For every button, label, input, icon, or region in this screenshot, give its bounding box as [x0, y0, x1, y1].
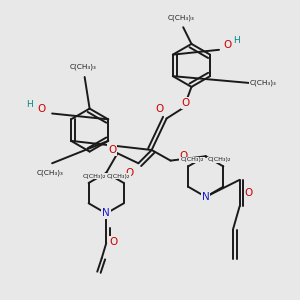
Text: O: O: [180, 151, 188, 161]
Text: N: N: [102, 208, 110, 218]
Text: O: O: [224, 40, 232, 50]
Text: C(CH₃)₃: C(CH₃)₃: [70, 64, 96, 70]
Text: O: O: [245, 188, 253, 198]
Text: C(CH₃)₂: C(CH₃)₂: [107, 174, 130, 179]
Text: C(CH₃)₃: C(CH₃)₃: [249, 80, 276, 86]
Text: H: H: [26, 100, 33, 109]
Text: C(CH₃)₃: C(CH₃)₃: [168, 15, 195, 21]
Text: O: O: [108, 145, 116, 155]
Text: O: O: [182, 98, 190, 108]
Text: C(CH₃)₂: C(CH₃)₂: [207, 157, 230, 162]
Text: O: O: [110, 237, 118, 247]
Text: C(CH₃)₂: C(CH₃)₂: [181, 157, 204, 162]
Text: C(CH₃)₃: C(CH₃)₃: [36, 170, 63, 176]
Text: O: O: [37, 104, 45, 114]
Text: C(CH₃)₂: C(CH₃)₂: [82, 174, 106, 179]
Text: O: O: [125, 168, 134, 178]
Text: O: O: [155, 103, 164, 113]
Text: N: N: [202, 192, 210, 202]
Text: H: H: [234, 36, 240, 45]
